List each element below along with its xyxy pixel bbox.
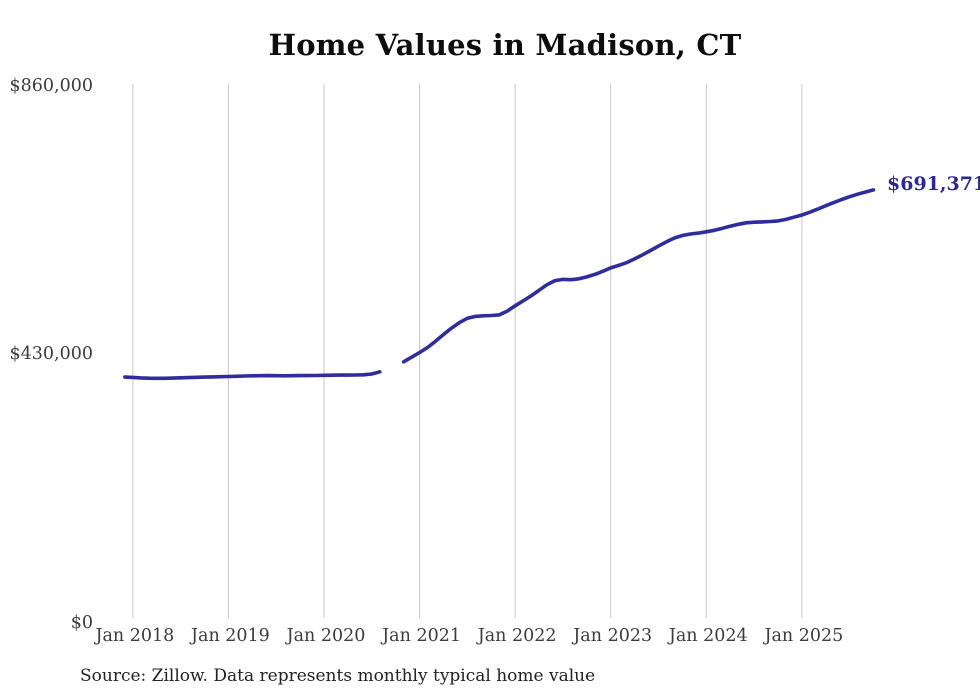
x-tick-label: Jan 2024 (668, 626, 748, 646)
home-value-line (123, 188, 876, 381)
x-tick-label: Jan 2022 (477, 626, 557, 646)
x-tick-label: Jan 2021 (382, 626, 461, 646)
chart-title: Home Values in Madison, CT (268, 28, 742, 62)
x-tick-label: Jan 2025 (764, 626, 844, 646)
y-tick-label-0: $0 (70, 613, 93, 633)
x-tick-label: Jan 2018 (95, 626, 175, 646)
source-note: Source: Zillow. Data represents monthly … (80, 666, 596, 686)
latest-value-label: $691,371 (887, 173, 980, 195)
y-tick-label-860000: $860,000 (9, 76, 93, 96)
x-tick-label: Jan 2023 (573, 626, 653, 646)
x-tick-label: Jan 2019 (191, 626, 270, 646)
y-tick-label-430000: $430,000 (9, 344, 93, 364)
x-tick-label: Jan 2020 (286, 626, 366, 646)
